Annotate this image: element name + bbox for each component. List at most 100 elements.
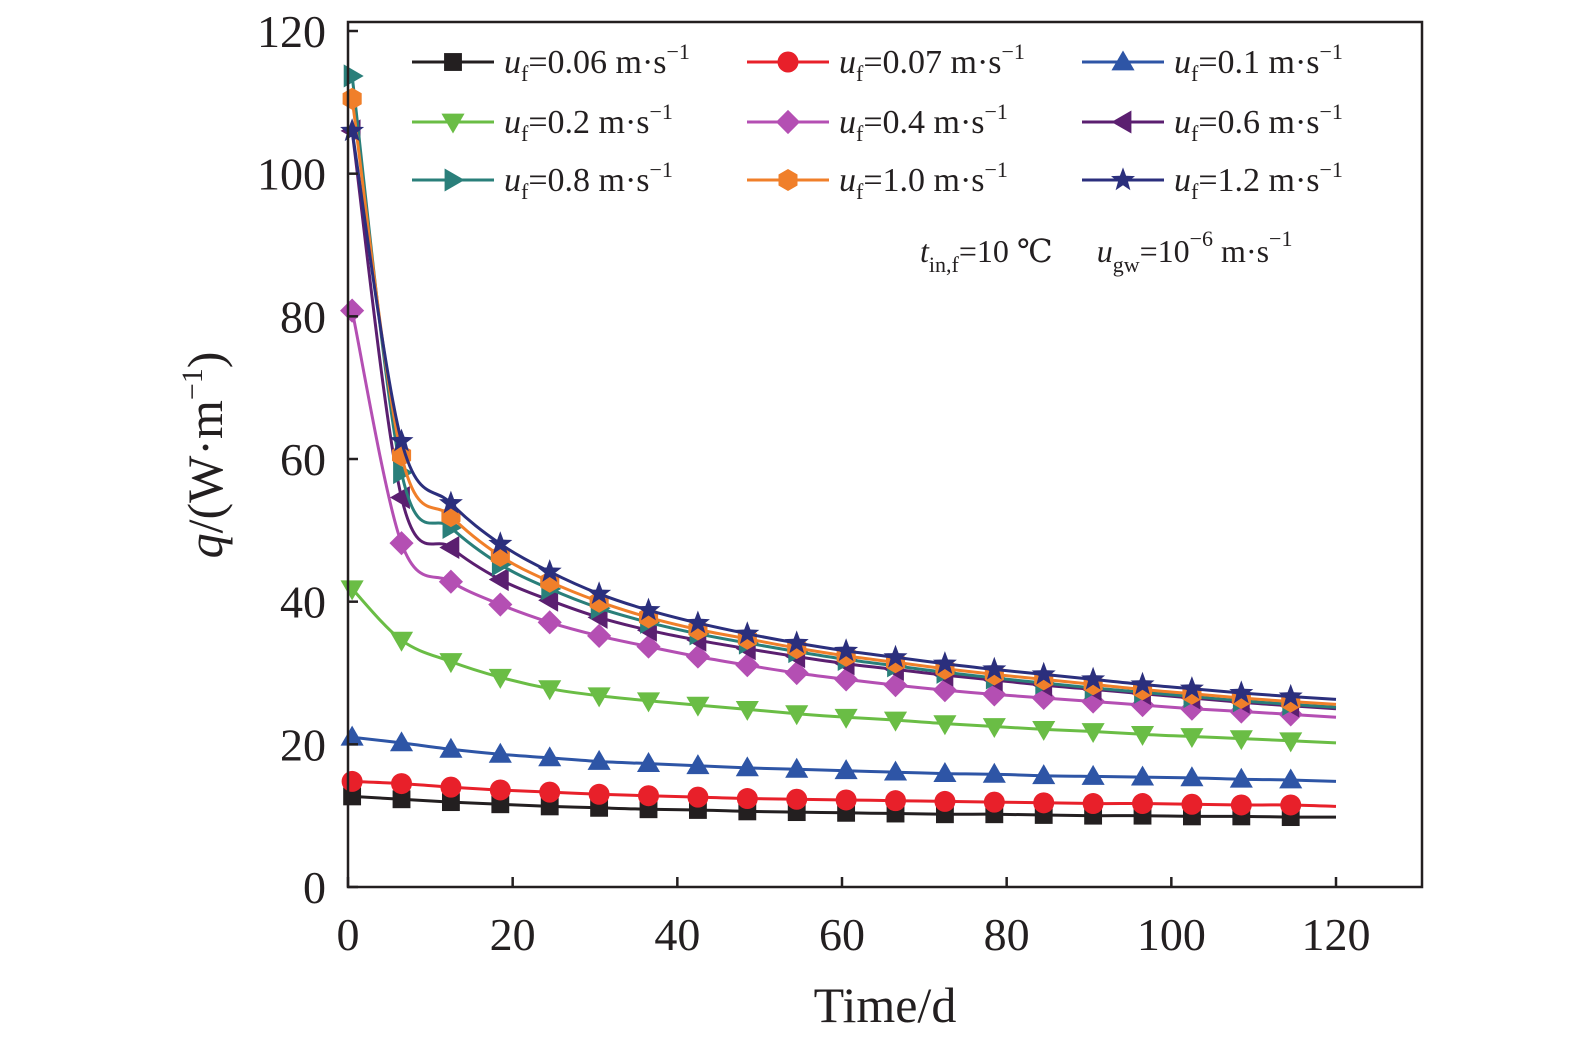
data-point bbox=[735, 756, 759, 777]
data-point bbox=[538, 746, 562, 767]
data-point bbox=[784, 660, 809, 686]
data-point bbox=[785, 705, 809, 726]
y-tick-label: 20 bbox=[280, 719, 326, 770]
data-point bbox=[786, 788, 808, 810]
legend-item: uf=0.4 m·s−1 bbox=[747, 99, 1008, 146]
data-point bbox=[389, 531, 414, 556]
data-point bbox=[982, 718, 1006, 739]
data-point bbox=[391, 773, 413, 795]
y-tick-label: 60 bbox=[280, 434, 326, 485]
legend-marker bbox=[441, 113, 465, 134]
legend-item: uf=0.06 m·s−1 bbox=[412, 39, 690, 86]
data-point bbox=[1179, 696, 1204, 721]
data-point bbox=[1229, 680, 1254, 704]
data-point bbox=[638, 785, 660, 807]
conditions-note: tin,f=10 ℃ ugw=10−6 m·s−1 bbox=[920, 226, 1292, 277]
data-point bbox=[784, 630, 809, 654]
data-point bbox=[687, 786, 709, 808]
legend: uf=0.06 m·s−1 uf=0.07 m·s−1 uf=0.1 m·s−1 uf… bbox=[412, 39, 1343, 204]
data-point bbox=[1180, 766, 1204, 787]
data-point bbox=[1180, 728, 1204, 749]
data-point bbox=[439, 653, 463, 674]
data-point bbox=[834, 708, 858, 729]
legend-marker bbox=[778, 169, 798, 191]
legend-label: uf=0.2 m·s−1 bbox=[504, 99, 673, 146]
data-point bbox=[735, 700, 759, 721]
data-point bbox=[389, 428, 414, 452]
data-point bbox=[685, 644, 710, 669]
data-point bbox=[392, 790, 411, 809]
data-point bbox=[587, 581, 612, 604]
data-point bbox=[686, 696, 710, 717]
data-point bbox=[735, 621, 760, 644]
series-layer bbox=[340, 64, 1337, 827]
data-point bbox=[389, 731, 414, 752]
series-circle bbox=[341, 770, 1337, 816]
data-point bbox=[685, 610, 710, 634]
legend-marker bbox=[775, 109, 801, 135]
data-point bbox=[438, 490, 463, 514]
data-point bbox=[389, 631, 414, 652]
data-point bbox=[587, 687, 611, 708]
data-point bbox=[1279, 768, 1303, 789]
data-point bbox=[537, 610, 562, 635]
legend-label: uf=1.2 m·s−1 bbox=[1174, 157, 1343, 204]
x-tick-label: 80 bbox=[984, 909, 1030, 960]
legend-item: uf=0.8 m·s−1 bbox=[412, 157, 673, 204]
series-triangle-up bbox=[340, 725, 1337, 789]
x-tick-label: 120 bbox=[1302, 909, 1371, 960]
series-triangle-left bbox=[340, 119, 1337, 718]
data-point bbox=[340, 118, 365, 142]
data-point bbox=[488, 742, 512, 763]
data-point bbox=[883, 644, 908, 668]
data-point bbox=[587, 623, 612, 648]
legend-item: uf=0.2 m·s−1 bbox=[412, 99, 673, 146]
data-point bbox=[834, 638, 859, 662]
data-point bbox=[785, 757, 809, 778]
y-tick-label: 40 bbox=[280, 577, 326, 628]
data-point bbox=[342, 87, 362, 110]
series-line bbox=[350, 130, 1337, 711]
legend-marker bbox=[1111, 50, 1135, 71]
data-point bbox=[539, 781, 561, 803]
data-point bbox=[1278, 683, 1303, 707]
legend-item: uf=0.07 m·s−1 bbox=[747, 39, 1025, 86]
y-tick-label: 120 bbox=[257, 6, 326, 57]
series-triangle-down bbox=[340, 580, 1337, 753]
data-point bbox=[439, 535, 460, 560]
data-point bbox=[393, 461, 414, 485]
data-point bbox=[1082, 793, 1104, 815]
data-point bbox=[883, 711, 908, 732]
y-tick-label: 80 bbox=[280, 291, 326, 342]
legend-marker bbox=[444, 53, 462, 71]
data-point bbox=[1081, 723, 1105, 744]
data-point bbox=[588, 783, 610, 805]
legend-item: uf=1.0 m·s−1 bbox=[747, 157, 1008, 204]
y-tick-label: 0 bbox=[303, 862, 326, 913]
data-point bbox=[1130, 725, 1155, 746]
legend-label: uf=0.6 m·s−1 bbox=[1174, 99, 1343, 146]
legend-label: uf=1.0 m·s−1 bbox=[839, 157, 1008, 204]
data-point bbox=[982, 656, 1007, 680]
data-point bbox=[538, 588, 559, 612]
legend-label: uf=0.8 m·s−1 bbox=[504, 157, 673, 204]
legend-label: uf=0.06 m·s−1 bbox=[504, 39, 690, 86]
y-tick-label: 100 bbox=[257, 149, 326, 200]
data-point bbox=[439, 737, 463, 758]
data-point bbox=[735, 653, 760, 678]
data-point bbox=[1032, 720, 1056, 741]
data-point bbox=[636, 634, 661, 659]
data-point bbox=[636, 597, 661, 621]
data-point bbox=[834, 759, 858, 780]
data-point bbox=[1280, 794, 1302, 816]
data-point bbox=[982, 762, 1006, 783]
series-line bbox=[350, 130, 1337, 701]
legend-item: uf=0.6 m·s−1 bbox=[1082, 99, 1343, 146]
data-point bbox=[983, 791, 1005, 813]
data-point bbox=[934, 790, 956, 812]
legend-label: uf=0.4 m·s−1 bbox=[839, 99, 1008, 146]
data-point bbox=[491, 795, 510, 814]
legend-item: uf=1.2 m·s−1 bbox=[1082, 157, 1343, 204]
data-point bbox=[488, 668, 512, 689]
